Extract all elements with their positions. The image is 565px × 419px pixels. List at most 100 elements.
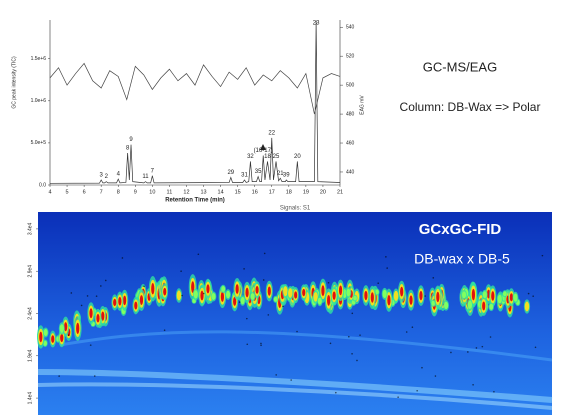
dot	[86, 295, 89, 297]
dot	[541, 254, 544, 257]
dot	[246, 343, 249, 346]
dot	[202, 292, 205, 295]
dot	[351, 353, 353, 355]
dot	[493, 390, 495, 393]
dot	[246, 317, 248, 320]
streak	[37, 369, 553, 403]
dot	[104, 279, 107, 282]
blob	[220, 291, 225, 302]
y-tick-label: 0.0	[39, 182, 46, 188]
blob	[370, 292, 374, 303]
blob	[436, 291, 440, 303]
peak-label: 11	[142, 174, 149, 180]
dot	[143, 285, 145, 288]
dot	[356, 359, 358, 362]
y2-tick-label: 540	[346, 25, 355, 31]
chromatogram: 4 5 6 7 8 9 10 11 12 13 14 15 16 17 18 19 20 21 0.0 5.0e+5 1…	[11, 20, 365, 204]
dot	[335, 391, 337, 394]
dot	[80, 304, 83, 307]
dot	[95, 295, 98, 297]
blob	[382, 289, 387, 299]
dot	[263, 252, 266, 255]
blob	[206, 284, 210, 294]
dot	[282, 305, 284, 308]
blob	[233, 296, 237, 306]
dot	[411, 326, 414, 329]
dot	[405, 331, 408, 333]
blob	[462, 291, 467, 299]
blob	[123, 295, 127, 306]
blob	[353, 295, 357, 301]
dot	[532, 295, 534, 297]
dot	[260, 342, 262, 345]
peak-label: 39	[283, 173, 290, 179]
blob	[283, 286, 288, 297]
blob	[375, 289, 379, 295]
blob	[467, 300, 473, 310]
blob	[151, 283, 155, 295]
y2-tick-label: 520	[346, 54, 355, 60]
x-tick-label: 14	[218, 189, 224, 195]
blob	[39, 331, 43, 343]
x-tick-label: 11	[167, 189, 173, 195]
dot	[290, 379, 292, 381]
blob	[409, 295, 413, 305]
x-tick-label: 20	[320, 189, 326, 195]
blob	[346, 288, 351, 297]
series-line	[49, 62, 341, 115]
y2-tick-label: 480	[346, 111, 355, 117]
y-tick-label: 1.0e+6	[31, 98, 47, 104]
dot	[58, 375, 60, 377]
blob	[76, 322, 80, 334]
blob	[364, 290, 368, 301]
heatmap-panel: Signals: S1 GCxGC-FID DB-wax x DB-5 3.4e4 2.…	[27, 206, 553, 415]
peak-label: 21	[277, 171, 284, 177]
y-tick-label: 5.0e+5	[31, 140, 47, 146]
dot	[475, 347, 478, 349]
blob	[509, 293, 513, 302]
blob	[113, 298, 117, 307]
blob	[139, 295, 144, 305]
peak-label: 3	[100, 173, 104, 179]
blob	[273, 296, 278, 302]
blob	[43, 328, 48, 337]
dot	[434, 375, 437, 377]
blob	[245, 287, 249, 298]
dot	[450, 351, 452, 354]
blob	[60, 333, 64, 343]
dot	[197, 253, 200, 256]
blob	[96, 314, 100, 323]
dot	[386, 267, 388, 269]
x-tick-label: 17	[269, 189, 275, 195]
dot	[467, 351, 469, 353]
blob	[288, 288, 293, 298]
blob	[497, 294, 502, 304]
streak	[37, 382, 553, 410]
streak	[59, 330, 553, 362]
x-tick-label: 21	[337, 189, 343, 195]
blob	[338, 285, 343, 296]
x-tick-label: 4	[48, 189, 51, 195]
blob	[226, 290, 231, 299]
blob	[502, 291, 507, 297]
dot	[93, 375, 96, 377]
dot	[275, 374, 278, 376]
blob	[200, 290, 204, 301]
dot	[267, 314, 270, 316]
peak-label: 20	[294, 154, 301, 160]
x-tick-label: 10	[149, 189, 155, 195]
peak-label: 9	[129, 137, 133, 143]
dot	[377, 282, 380, 285]
y-tick-label: 2.9e4	[27, 265, 33, 278]
dot	[348, 335, 350, 338]
blob	[313, 292, 318, 302]
blob	[221, 286, 226, 292]
dot	[260, 344, 262, 347]
blob	[176, 290, 182, 301]
y2-axis-label: EAG mV	[359, 95, 365, 115]
blob	[482, 301, 486, 311]
x-tick-label: 13	[200, 189, 206, 195]
blob	[240, 296, 245, 305]
blob	[400, 286, 404, 297]
